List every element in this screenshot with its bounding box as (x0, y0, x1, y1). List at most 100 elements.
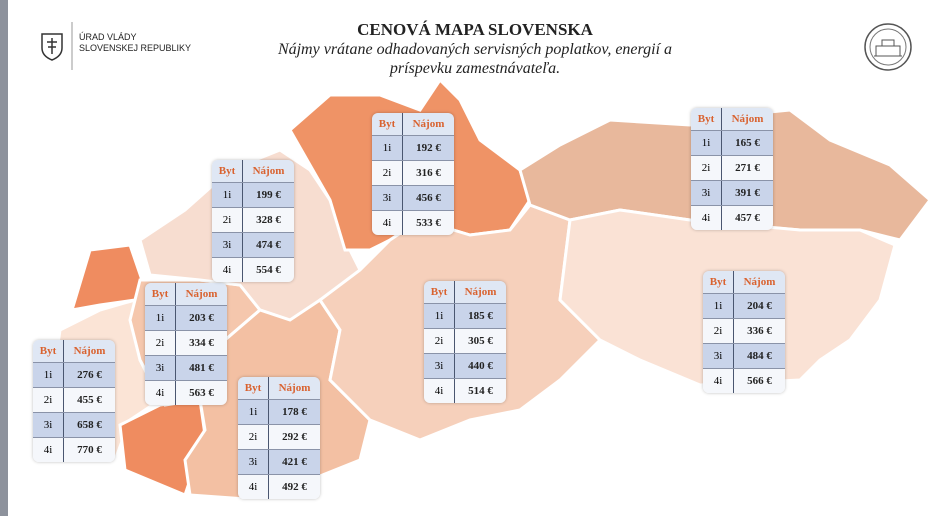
seal (864, 23, 912, 71)
table-row: 3i 658 € (33, 412, 115, 437)
table-header: Byt Nájom (212, 160, 294, 182)
table-row: 2i 455 € (33, 387, 115, 412)
table-row: 1i 199 € (212, 182, 294, 207)
table-row: 4i 457 € (691, 205, 773, 230)
column-header: Nájom (278, 382, 311, 394)
subtitle-line: príspevku zamestnávateľa. (389, 60, 561, 77)
table-row: 3i 391 € (691, 180, 773, 205)
flat-type: 3i (238, 450, 269, 474)
flat-type: 3i (691, 181, 722, 205)
price-table: Byt Nájom 1i 185 € 2i 305 € 3i 440 € 4i 514 € (424, 281, 506, 403)
rent: 203 € (189, 312, 214, 324)
rent: 276 € (77, 369, 102, 381)
table-row: 4i 533 € (372, 210, 454, 235)
rent: 199 € (256, 189, 281, 201)
flat-type: 3i (212, 233, 243, 257)
flat-type: 1i (372, 136, 403, 160)
rent: 336 € (747, 325, 772, 337)
flat-type: 4i (145, 381, 176, 405)
rent: 165 € (735, 137, 760, 149)
table-row: 2i 336 € (703, 318, 785, 343)
flat-type: 2i (212, 208, 243, 232)
rent: 178 € (282, 406, 307, 418)
flat-type: 4i (238, 475, 269, 499)
side-strip (0, 0, 8, 516)
flat-type: 4i (691, 206, 722, 230)
flat-type: 2i (703, 319, 734, 343)
price-table: Byt Nájom 1i 199 € 2i 328 € 3i 474 € 4i 554 € (212, 160, 294, 282)
region-ba-north (69, 243, 144, 312)
column-header: Byt (33, 340, 64, 362)
table-row: 3i 421 € (238, 449, 320, 474)
table-row: 1i 165 € (691, 130, 773, 155)
column-header: Nájom (743, 276, 776, 288)
flat-type: 2i (691, 156, 722, 180)
rent: 474 € (256, 239, 281, 251)
flat-type: 4i (33, 438, 64, 462)
flat-type: 3i (33, 413, 64, 437)
rent: 770 € (77, 444, 102, 456)
rent: 492 € (282, 481, 307, 493)
rent: 271 € (735, 162, 760, 174)
flat-type: 4i (703, 369, 734, 393)
flat-type: 2i (424, 329, 455, 353)
table-header: Byt Nájom (424, 281, 506, 303)
flat-type: 1i (703, 294, 734, 318)
rent: 455 € (77, 394, 102, 406)
table-row: 4i 492 € (238, 474, 320, 499)
column-header: Byt (212, 160, 243, 182)
table-row: 2i 334 € (145, 330, 227, 355)
flat-type: 3i (145, 356, 176, 380)
column-header: Nájom (73, 345, 106, 357)
flat-type: 2i (372, 161, 403, 185)
flat-type: 1i (424, 304, 455, 328)
org-line: ÚRAD VLÁDY (79, 32, 137, 42)
column-header: Byt (372, 113, 403, 135)
table-row: 3i 481 € (145, 355, 227, 380)
flat-type: 4i (212, 258, 243, 282)
table-row: 4i 554 € (212, 257, 294, 282)
table-row: 1i 204 € (703, 293, 785, 318)
column-header: Byt (703, 271, 734, 293)
rent: 185 € (468, 310, 493, 322)
flat-type: 4i (424, 379, 455, 403)
table-row: 1i 192 € (372, 135, 454, 160)
rent: 456 € (416, 192, 441, 204)
flat-type: 3i (424, 354, 455, 378)
table-row: 4i 770 € (33, 437, 115, 462)
table-row: 4i 566 € (703, 368, 785, 393)
flat-type: 2i (238, 425, 269, 449)
flat-type: 1i (691, 131, 722, 155)
table-row: 1i 178 € (238, 399, 320, 424)
table-row: 2i 292 € (238, 424, 320, 449)
price-table: Byt Nájom 1i 192 € 2i 316 € 3i 456 € 4i 533 € (372, 113, 454, 235)
table-row: 2i 305 € (424, 328, 506, 353)
rent: 316 € (416, 167, 441, 179)
table-row: 3i 440 € (424, 353, 506, 378)
price-table: Byt Nájom 1i 203 € 2i 334 € 3i 481 € 4i 563 € (145, 283, 227, 405)
flat-type: 1i (33, 363, 64, 387)
rent: 440 € (468, 360, 493, 372)
table-header: Byt Nájom (703, 271, 785, 293)
price-table: Byt Nájom 1i 165 € 2i 271 € 3i 391 € 4i 457 € (691, 108, 773, 230)
table-header: Byt Nájom (33, 340, 115, 362)
price-table: Byt Nájom 1i 204 € 2i 336 € 3i 484 € 4i 566 € (703, 271, 785, 393)
flat-type: 2i (145, 331, 176, 355)
table-row: 3i 456 € (372, 185, 454, 210)
emblem (41, 33, 63, 61)
table-header: Byt Nájom (691, 108, 773, 130)
rent: 533 € (416, 217, 441, 229)
price-table: Byt Nájom 1i 178 € 2i 292 € 3i 421 € 4i 492 € (238, 377, 320, 499)
column-header: Nájom (464, 286, 497, 298)
flat-type: 1i (212, 183, 243, 207)
table-row: 1i 185 € (424, 303, 506, 328)
table-row: 1i 276 € (33, 362, 115, 387)
table-row: 2i 316 € (372, 160, 454, 185)
column-header: Nájom (731, 113, 764, 125)
rent: 566 € (747, 375, 772, 387)
column-header: Byt (145, 283, 176, 305)
flat-type: 1i (238, 400, 269, 424)
table-header: Byt Nájom (372, 113, 454, 135)
price-table: Byt Nájom 1i 276 € 2i 455 € 3i 658 € 4i 770 € (33, 340, 115, 462)
